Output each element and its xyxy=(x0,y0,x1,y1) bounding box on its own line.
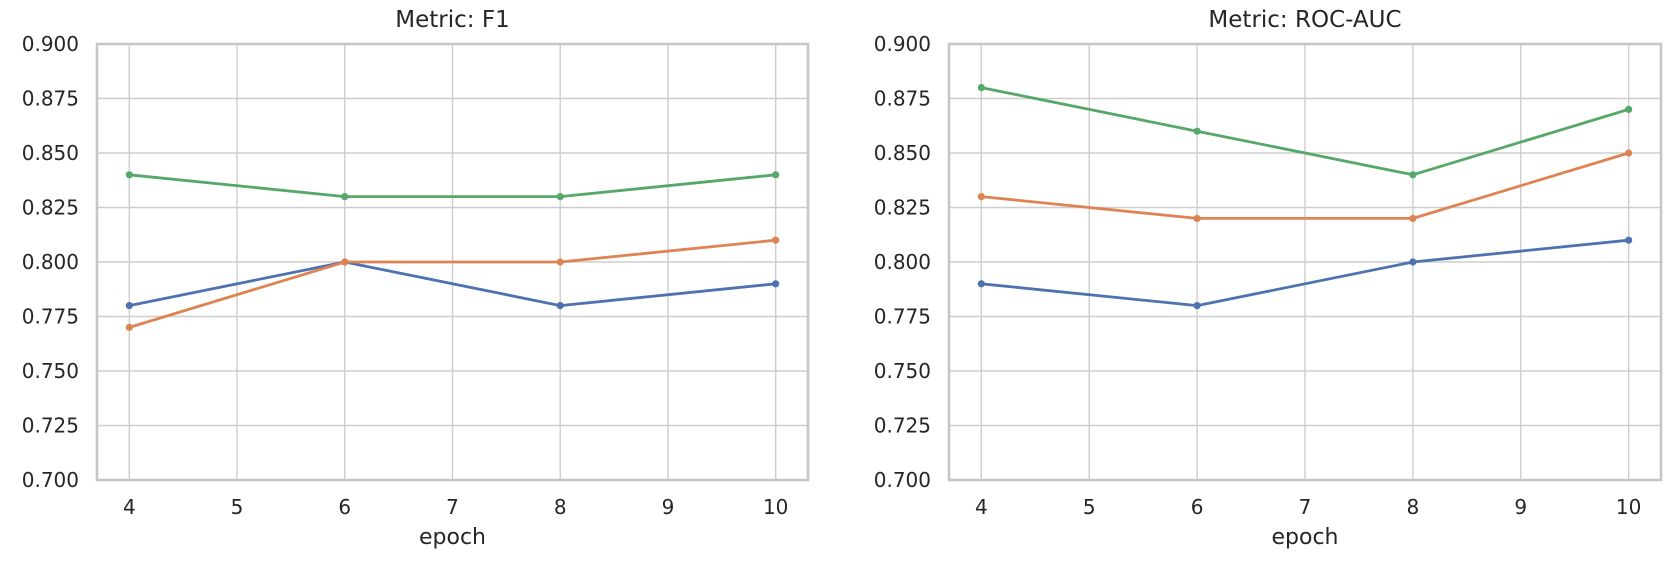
y-tick-label: 0.725 xyxy=(22,414,79,438)
series-blue-marker xyxy=(772,280,780,288)
series-green-marker xyxy=(341,193,349,201)
series-blue-marker xyxy=(125,302,133,310)
chart-title-f1: Metric: F1 xyxy=(395,7,510,33)
series-orange-marker xyxy=(977,193,985,201)
y-tick-label: 0.900 xyxy=(874,32,931,56)
series-blue-marker xyxy=(556,302,564,310)
x-tick-label: 4 xyxy=(123,495,136,519)
y-tick-label: 0.875 xyxy=(22,87,79,111)
series-blue-marker xyxy=(977,280,985,288)
chart-roc-auc: 4 5 6 7 8 9 10 0.700 0.725 0.750 0.775 0.800 0.825 0.… xyxy=(837,0,1673,565)
series-green-marker xyxy=(1409,171,1417,179)
y-tick-label: 0.800 xyxy=(874,250,931,274)
series-green-marker xyxy=(125,171,133,179)
series-orange-marker xyxy=(556,258,564,266)
chart-title-roc-auc: Metric: ROC-AUC xyxy=(1208,7,1402,33)
series-green-line xyxy=(979,86,1631,177)
x-tick-label: 8 xyxy=(1407,495,1420,519)
y-tick-label: 0.875 xyxy=(874,87,931,111)
y-tick-label: 0.775 xyxy=(874,305,931,329)
y-tick-label: 0.700 xyxy=(22,468,79,492)
x-axis-label-f1: epoch xyxy=(419,525,486,550)
series-blue-marker xyxy=(1409,258,1417,266)
y-tick-label: 0.825 xyxy=(874,196,931,220)
x-tick-label: 6 xyxy=(338,495,351,519)
y-tick-label: 0.700 xyxy=(874,468,931,492)
y-tick-label: 0.825 xyxy=(22,196,79,220)
series-green-marker xyxy=(977,84,985,92)
series-blue-line xyxy=(979,238,1631,308)
x-tick-label: 9 xyxy=(1514,495,1527,519)
series-blue-marker xyxy=(1625,236,1633,244)
x-tick-label: 10 xyxy=(763,495,788,519)
y-tick-label: 0.900 xyxy=(22,32,79,56)
x-tick-label: 6 xyxy=(1191,495,1204,519)
x-tick-label: 7 xyxy=(446,495,459,519)
series-orange-marker xyxy=(1193,214,1201,222)
y-tick-label: 0.775 xyxy=(22,305,79,329)
series-green-marker xyxy=(1625,105,1633,113)
series-orange-line xyxy=(127,238,778,329)
y-tick-label: 0.725 xyxy=(874,414,931,438)
x-tick-label: 4 xyxy=(975,495,988,519)
series-orange-marker xyxy=(1625,149,1633,157)
x-tick-label: 10 xyxy=(1616,495,1641,519)
series-orange-marker xyxy=(125,323,133,331)
y-tick-label: 0.850 xyxy=(874,141,931,165)
x-tick-label: 5 xyxy=(231,495,244,519)
series-orange-line xyxy=(979,151,1631,220)
series-blue-marker xyxy=(1193,302,1201,310)
series-green-marker xyxy=(772,171,780,179)
y-tick-label: 0.750 xyxy=(22,359,79,383)
plot-area-f1: 4 5 6 7 8 9 10 0.700 0.725 0.750 0.775 0.800 0.825 0.… xyxy=(22,32,810,519)
chart-f1: 4 5 6 7 8 9 10 0.700 0.725 0.750 0.775 0.800 0.825 0.… xyxy=(0,0,836,565)
x-axis-label-roc-auc: epoch xyxy=(1271,525,1339,550)
x-tick-label: 8 xyxy=(554,495,567,519)
plot-border xyxy=(947,42,1663,482)
series-green-marker xyxy=(1193,127,1201,135)
series-orange-marker xyxy=(341,258,349,266)
series-orange-marker xyxy=(772,236,780,244)
y-tick-label: 0.850 xyxy=(22,141,79,165)
y-tick-label: 0.800 xyxy=(22,250,79,274)
x-tick-label: 7 xyxy=(1299,495,1312,519)
x-tick-label: 5 xyxy=(1083,495,1096,519)
series-orange-marker xyxy=(1409,214,1417,222)
series-green-line xyxy=(127,173,778,199)
plot-area-roc-auc: 4 5 6 7 8 9 10 0.700 0.725 0.750 0.775 0.800 0.825 0.… xyxy=(874,32,1663,519)
y-tick-label: 0.750 xyxy=(874,359,931,383)
series-green-marker xyxy=(556,193,564,201)
plot-border xyxy=(95,42,810,482)
series-blue-line xyxy=(127,260,778,308)
x-tick-label: 9 xyxy=(662,495,675,519)
